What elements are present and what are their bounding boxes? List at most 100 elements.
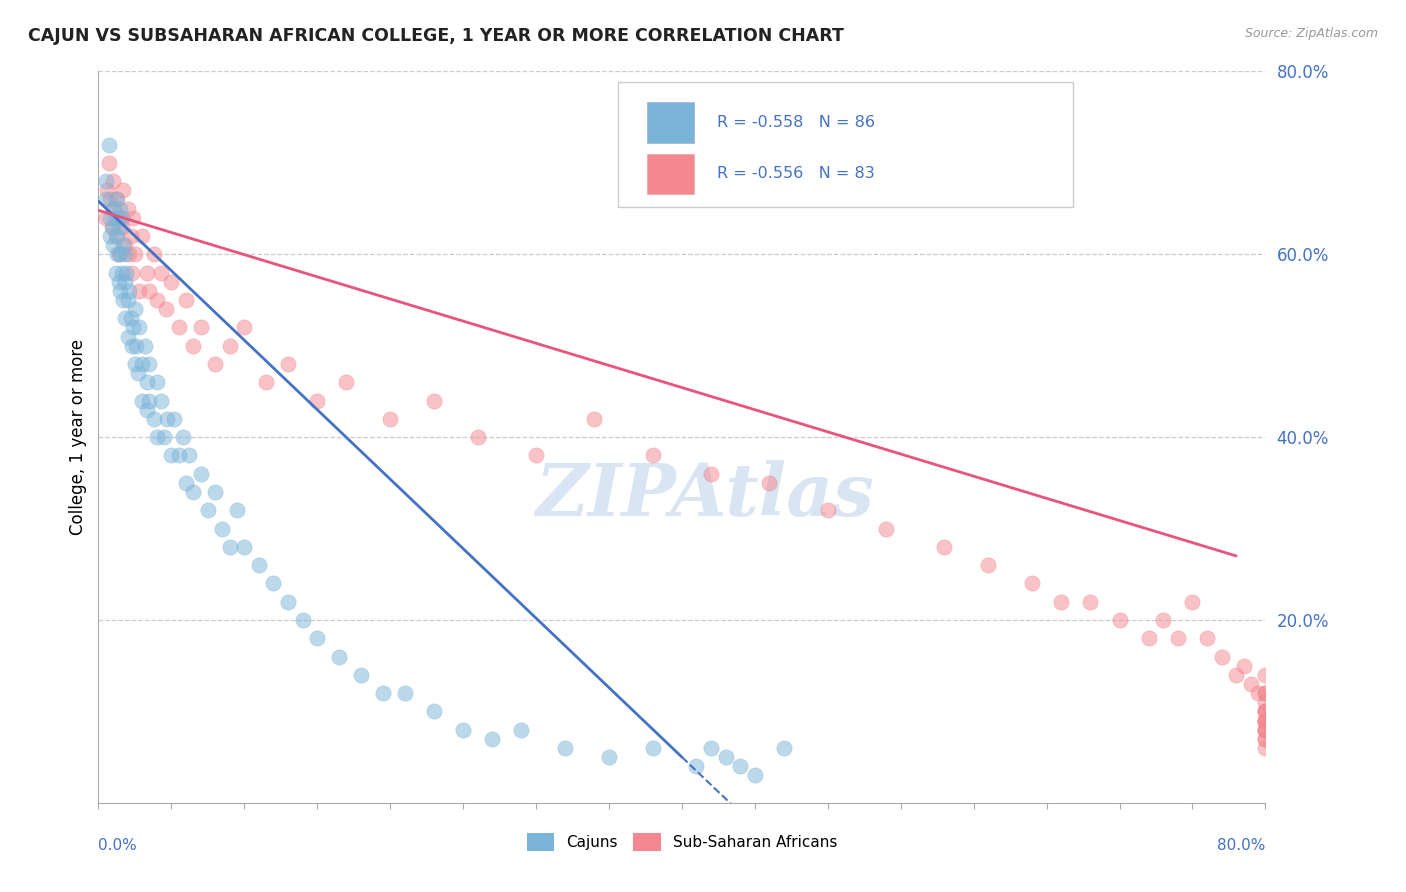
Point xyxy=(817,503,839,517)
Y-axis label: College, 1 year or more: College, 1 year or more xyxy=(69,339,87,535)
Point xyxy=(124,357,146,371)
Point xyxy=(1254,667,1277,681)
Point xyxy=(105,247,128,261)
Point xyxy=(114,238,136,252)
Point xyxy=(117,329,139,343)
Point xyxy=(934,540,956,554)
Point xyxy=(380,412,402,426)
Point xyxy=(233,320,256,334)
Point xyxy=(138,393,160,408)
Point xyxy=(291,613,314,627)
Point xyxy=(167,320,190,334)
Point xyxy=(204,485,226,500)
Point xyxy=(101,174,124,188)
Point xyxy=(110,284,132,298)
Point xyxy=(335,375,357,389)
Point xyxy=(108,247,131,261)
Point xyxy=(120,229,142,244)
Point xyxy=(94,211,117,225)
Point xyxy=(190,467,212,481)
Point xyxy=(124,247,146,261)
Point xyxy=(118,247,141,261)
Point xyxy=(142,412,165,426)
Point xyxy=(104,266,127,280)
Point xyxy=(218,540,240,554)
Point xyxy=(524,448,547,462)
Point xyxy=(142,247,165,261)
Point xyxy=(160,275,183,289)
Point xyxy=(1254,740,1277,755)
FancyBboxPatch shape xyxy=(617,82,1073,207)
Legend: Cajuns, Sub-Saharan Africans: Cajuns, Sub-Saharan Africans xyxy=(520,827,844,857)
Point xyxy=(875,521,897,535)
Point xyxy=(117,202,139,216)
Point xyxy=(101,219,124,234)
Point xyxy=(204,357,226,371)
Point xyxy=(146,375,169,389)
Point xyxy=(371,686,394,700)
Point xyxy=(1254,731,1277,746)
Point xyxy=(103,202,125,216)
Point xyxy=(1254,686,1277,700)
Point xyxy=(101,238,124,252)
Point xyxy=(307,632,329,646)
Point xyxy=(135,402,157,417)
Point xyxy=(247,558,270,573)
Point xyxy=(451,723,474,737)
Point xyxy=(1152,613,1174,627)
Point xyxy=(120,311,142,326)
Point xyxy=(1021,576,1043,591)
Point xyxy=(1254,714,1277,728)
Point xyxy=(1254,705,1277,719)
Text: CAJUN VS SUBSAHARAN AFRICAN COLLEGE, 1 YEAR OR MORE CORRELATION CHART: CAJUN VS SUBSAHARAN AFRICAN COLLEGE, 1 Y… xyxy=(28,27,844,45)
Point xyxy=(197,503,219,517)
Point xyxy=(181,338,204,352)
Point xyxy=(110,202,132,216)
Point xyxy=(1108,613,1130,627)
Point xyxy=(108,219,131,234)
Point xyxy=(121,338,143,352)
Point xyxy=(172,430,194,444)
Point xyxy=(218,338,240,352)
Point xyxy=(128,320,150,334)
Point xyxy=(121,266,143,280)
Point xyxy=(117,293,139,307)
Point xyxy=(100,219,122,234)
Text: 0.0%: 0.0% xyxy=(98,838,138,853)
Point xyxy=(1254,695,1277,709)
Point xyxy=(598,750,620,764)
Point xyxy=(554,740,576,755)
Point xyxy=(423,705,446,719)
Text: ZIPAtlas: ZIPAtlas xyxy=(536,460,875,531)
Point xyxy=(111,219,134,234)
Point xyxy=(94,192,117,206)
Point xyxy=(150,393,173,408)
Point xyxy=(138,284,160,298)
Point xyxy=(1254,714,1277,728)
Point xyxy=(1254,714,1277,728)
Point xyxy=(1181,594,1204,608)
Point xyxy=(510,723,533,737)
Point xyxy=(1195,632,1218,646)
Point xyxy=(146,430,169,444)
Point xyxy=(96,183,118,197)
Point xyxy=(226,503,249,517)
Point xyxy=(94,174,117,188)
Point xyxy=(1254,705,1277,719)
Point xyxy=(111,266,134,280)
Point xyxy=(105,229,128,244)
Point xyxy=(112,293,135,307)
Point xyxy=(114,275,136,289)
Text: R = -0.556   N = 83: R = -0.556 N = 83 xyxy=(717,166,875,181)
Point xyxy=(108,275,131,289)
Point xyxy=(1247,686,1270,700)
Point xyxy=(1080,594,1102,608)
Point xyxy=(641,740,664,755)
Point xyxy=(700,740,723,755)
Point xyxy=(150,266,173,280)
Point xyxy=(773,740,796,755)
Point xyxy=(177,448,200,462)
Point xyxy=(423,393,446,408)
Point xyxy=(146,293,169,307)
Point xyxy=(1137,632,1160,646)
